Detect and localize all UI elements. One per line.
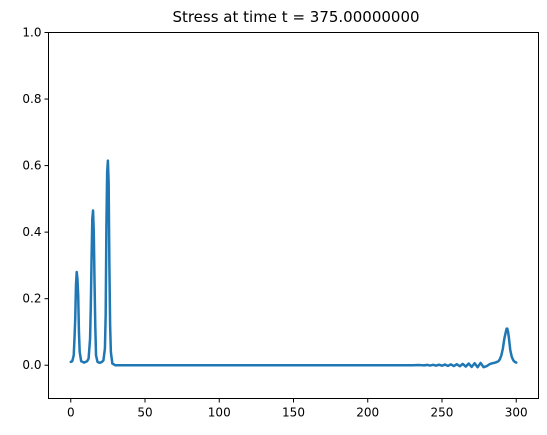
x-tick-label: 50 bbox=[137, 406, 152, 420]
x-tick-label: 250 bbox=[431, 406, 454, 420]
y-tick-label: 0.2 bbox=[22, 292, 41, 306]
axes-frame bbox=[48, 32, 539, 399]
y-axis: 0.0 0.2 0.4 0.6 0.8 1.0 bbox=[22, 26, 49, 372]
y-tick-label: 0.8 bbox=[22, 92, 41, 106]
x-tick-label: 100 bbox=[208, 406, 231, 420]
y-tick-label: 0.0 bbox=[22, 358, 41, 372]
x-tick-label: 0 bbox=[67, 406, 75, 420]
chart-title: Stress at time t = 375.00000000 bbox=[172, 8, 419, 26]
x-tick-label: 200 bbox=[356, 406, 379, 420]
x-axis: 0 50 100 150 200 250 300 bbox=[67, 398, 528, 420]
x-tick-label: 150 bbox=[282, 406, 305, 420]
plot-area bbox=[69, 159, 518, 369]
stress-series-line bbox=[69, 159, 518, 369]
y-tick-label: 0.6 bbox=[22, 159, 41, 173]
y-tick-label: 0.4 bbox=[22, 225, 41, 239]
x-tick-label: 300 bbox=[505, 406, 528, 420]
y-tick-label: 1.0 bbox=[22, 26, 41, 40]
